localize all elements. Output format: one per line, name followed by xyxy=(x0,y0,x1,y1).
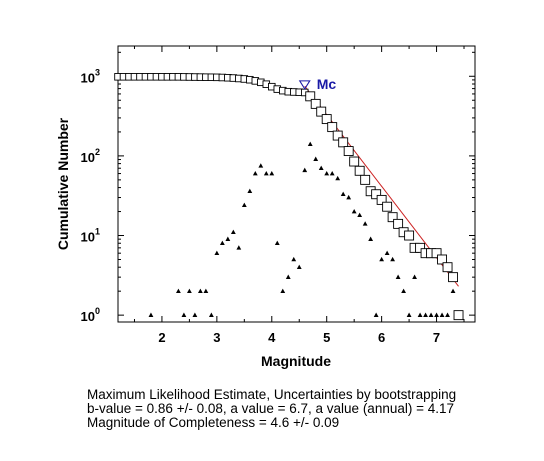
noncumulative-point xyxy=(176,288,181,293)
caption-completeness: Magnitude of Completeness = 4.6 +/- 0.09 xyxy=(87,415,340,430)
y-axis-title: Cumulative Number xyxy=(55,117,71,250)
cumulative-point xyxy=(349,156,360,167)
noncumulative-point xyxy=(291,256,297,262)
noncumulative-point xyxy=(368,236,374,241)
noncumulative-point xyxy=(247,188,253,194)
noncumulative-point xyxy=(346,194,352,200)
noncumulative-point xyxy=(219,240,225,246)
noncumulative-point xyxy=(269,170,275,176)
mc-annotation-group: Mc xyxy=(298,76,337,92)
cumulative-series xyxy=(114,73,464,321)
cumulative-point xyxy=(354,165,365,176)
cumulative-point xyxy=(360,174,371,185)
noncumulative-point xyxy=(439,312,445,317)
noncumulative-point xyxy=(252,170,258,176)
cumulative-point xyxy=(310,98,321,109)
noncumulative-point xyxy=(357,212,363,217)
caption-b-value: b-value = 0.86 +/- 0.08, a value = 6.7, … xyxy=(87,401,455,416)
x-tick-label: 4 xyxy=(268,330,276,345)
cumulative-point xyxy=(437,254,447,265)
x-tick-label: 3 xyxy=(213,330,220,345)
cumulative-point xyxy=(442,262,453,273)
noncumulative-point xyxy=(373,312,379,317)
noncumulative-point xyxy=(406,312,412,317)
cumulative-point xyxy=(448,272,458,283)
cumulative-point xyxy=(415,242,426,253)
cumulative-point xyxy=(404,230,415,241)
noncumulative-point xyxy=(412,274,417,279)
noncumulative-point xyxy=(274,240,280,246)
y-tick-label: 103 xyxy=(81,67,100,85)
x-tick-label: 2 xyxy=(158,330,165,345)
caption-method: Maximum Likelihood Estimate, Uncertainti… xyxy=(87,387,457,402)
noncumulative-point xyxy=(187,288,192,293)
noncumulative-point xyxy=(324,170,330,176)
noncumulative-point xyxy=(214,250,220,255)
cumulative-point xyxy=(382,201,393,212)
noncumulative-point xyxy=(203,288,209,293)
noncumulative-point xyxy=(384,250,390,255)
noncumulative-point xyxy=(307,141,313,147)
cumulative-point xyxy=(387,212,398,223)
cumulative-point xyxy=(321,114,332,125)
cumulative-point xyxy=(343,146,354,157)
noncumulative-point xyxy=(230,229,236,235)
noncumulative-point xyxy=(181,312,187,317)
cumulative-point xyxy=(332,130,343,141)
y-tick-label: 101 xyxy=(81,227,100,245)
axis-ticks: 2 3 4 5 6 7 100 101 102 103 xyxy=(81,46,475,345)
noncumulative-point xyxy=(241,202,247,208)
x-tick-label: 6 xyxy=(378,330,385,345)
noncumulative-point xyxy=(390,256,396,262)
x-tick-label: 7 xyxy=(433,330,440,345)
noncumulative-point xyxy=(434,312,439,317)
noncumulative-point xyxy=(340,191,346,197)
cumulative-point xyxy=(316,106,327,117)
noncumulative-point xyxy=(395,274,401,279)
noncumulative-point xyxy=(236,245,242,250)
cumulative-point xyxy=(393,218,404,229)
noncumulative-point xyxy=(280,288,286,293)
cumulative-point xyxy=(431,248,442,259)
noncumulative-point xyxy=(263,170,269,176)
y-tick-label: 102 xyxy=(81,147,100,165)
x-tick-label: 5 xyxy=(323,330,330,345)
noncumulative-point xyxy=(351,208,357,214)
noncumulative-point xyxy=(379,256,385,262)
noncumulative-point xyxy=(208,312,214,317)
cumulative-point xyxy=(371,189,382,200)
cumulative-point xyxy=(338,137,349,148)
cumulative-point xyxy=(453,310,464,321)
mc-marker-icon xyxy=(298,80,311,90)
noncumulative-point xyxy=(445,312,450,317)
noncumulative-point xyxy=(329,170,335,176)
noncumulative-point xyxy=(423,312,428,317)
noncumulative-point xyxy=(450,288,456,293)
plot-frame xyxy=(117,45,476,323)
noncumulative-point xyxy=(362,221,368,226)
noncumulative-point xyxy=(148,312,154,317)
caption: Maximum Likelihood Estimate, Uncertainti… xyxy=(87,388,456,430)
noncumulative-point xyxy=(225,236,231,241)
noncumulative-point xyxy=(335,175,341,181)
noncumulative-point xyxy=(192,312,198,317)
noncumulative-point xyxy=(197,288,203,293)
cumulative-point xyxy=(327,122,338,133)
mc-label: Mc xyxy=(317,76,337,92)
noncumulative-point xyxy=(302,167,308,173)
noncumulative-point xyxy=(285,274,291,279)
noncumulative-point xyxy=(313,156,319,161)
y-tick-label: 100 xyxy=(81,306,100,324)
noncumulative-point xyxy=(401,288,406,293)
noncumulative-point xyxy=(318,165,324,171)
noncumulative-point xyxy=(428,312,434,317)
x-axis-title: Magnitude xyxy=(261,353,331,369)
cumulative-point xyxy=(305,91,316,102)
noncumulative-point xyxy=(296,264,302,270)
cumulative-point xyxy=(376,194,387,205)
noncumulative-point xyxy=(258,163,264,168)
noncumulative-point xyxy=(417,312,423,317)
